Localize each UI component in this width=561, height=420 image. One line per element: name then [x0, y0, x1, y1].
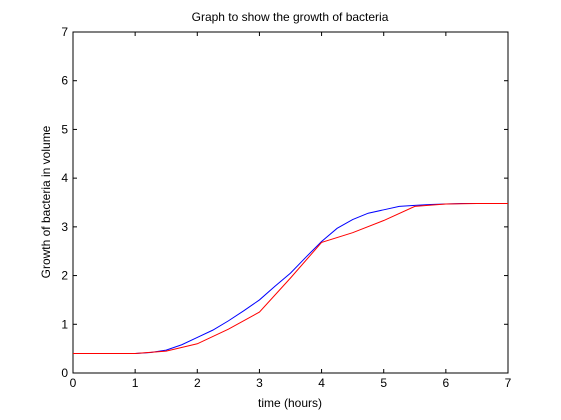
x-axis-label: time (hours)	[258, 396, 322, 410]
x-tick-label: 1	[132, 376, 139, 390]
series-lines	[73, 202, 508, 355]
y-tick-label: 7	[61, 25, 68, 39]
plot-area	[72, 31, 509, 374]
chart-title: Graph to show the growth of bacteria	[192, 10, 389, 24]
y-tick-label: 1	[61, 317, 68, 331]
x-tick-label: 3	[256, 376, 263, 390]
axis-ticks: 0 1 2 3 4 5 6 7 0 1 2 3 4 5 6 7	[61, 25, 511, 390]
x-tick-label: 4	[318, 376, 325, 390]
x-tick-label: 5	[380, 376, 387, 390]
y-tick-label: 3	[61, 220, 68, 234]
y-axis-label: Growth of bacteria in volume	[39, 125, 53, 278]
x-tick-label: 6	[443, 376, 450, 390]
y-tick-label: 6	[61, 74, 68, 88]
y-tick-label: 5	[61, 122, 68, 136]
x-tick-label: 2	[194, 376, 201, 390]
x-tick-label: 7	[505, 376, 512, 390]
y-tick-label: 4	[61, 171, 68, 185]
y-tick-label: 0	[61, 366, 68, 380]
x-tick-label: 0	[70, 376, 77, 390]
series-line-2	[73, 202, 508, 355]
y-tick-label: 2	[61, 269, 68, 283]
